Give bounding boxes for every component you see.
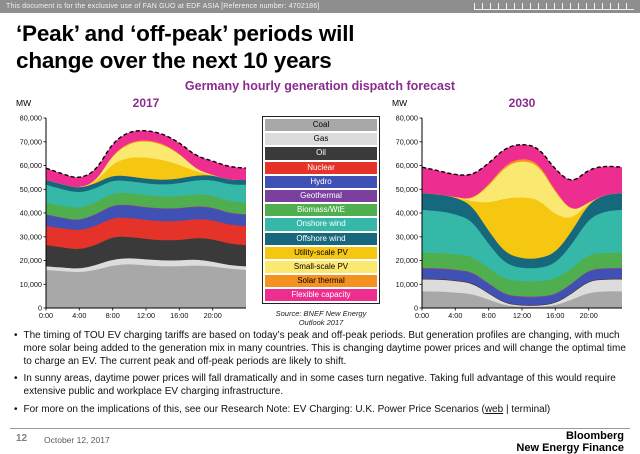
- charts-row: MW 2017 0 10,000 20,000 30,000 40,000 50,000 6…: [0, 96, 640, 332]
- svg-text:70,000: 70,000: [396, 137, 418, 146]
- svg-text:4:00: 4:00: [72, 311, 86, 320]
- y-axis-unit-label: MW: [392, 98, 408, 108]
- svg-text:50,000: 50,000: [396, 185, 418, 194]
- bullet-item: • For more on the implications of this, …: [14, 404, 626, 417]
- legend-item-utility-scale-pv: Utility-scale PV: [265, 246, 377, 259]
- legend-item-solar-thermal: Solar thermal: [265, 275, 377, 288]
- y-axis-unit-label: MW: [16, 98, 32, 108]
- page-title: ‘Peak’ and ‘off-peak’ periods will change…: [16, 21, 355, 74]
- svg-text:10,000: 10,000: [396, 280, 418, 289]
- svg-text:60,000: 60,000: [20, 161, 42, 170]
- bullet-marker: •: [14, 403, 18, 415]
- legend-item-biomass-wte: Biomass/WtE: [265, 204, 377, 217]
- chart-2017-header: MW 2017: [8, 96, 256, 112]
- ruler-marks-icon: [474, 3, 634, 10]
- exclusive-use-notice: This document is for the exclusive use o…: [6, 3, 320, 10]
- bullet-text-3-separator: |: [503, 403, 512, 415]
- svg-text:80,000: 80,000: [396, 114, 418, 123]
- svg-text:40,000: 40,000: [396, 209, 418, 218]
- svg-text:20:00: 20:00: [204, 311, 222, 320]
- brand-line1: Bloomberg: [565, 430, 624, 442]
- svg-text:20,000: 20,000: [20, 256, 42, 265]
- legend-item-hydro: Hydro: [265, 175, 377, 188]
- legend-item-small-scale-pv: Small-scale PV: [265, 260, 377, 274]
- bullet-marker: •: [14, 373, 18, 385]
- svg-text:8:00: 8:00: [482, 311, 496, 320]
- page-title-line1: ‘Peak’ and ‘off-peak’ periods will: [16, 21, 355, 46]
- svg-text:50,000: 50,000: [20, 185, 42, 194]
- svg-text:4:00: 4:00: [448, 311, 462, 320]
- svg-text:12:00: 12:00: [137, 311, 155, 320]
- bullet-text-1: The timing of TOU EV charging tariffs ar…: [23, 330, 626, 367]
- svg-text:20,000: 20,000: [396, 256, 418, 265]
- page-number: 12: [16, 433, 28, 444]
- document-notice-bar: This document is for the exclusive use o…: [0, 0, 640, 13]
- legend-item-oil: Oil: [265, 147, 377, 160]
- brand-line2: New Energy Finance: [516, 441, 624, 454]
- svg-text:0: 0: [414, 304, 418, 313]
- brand-logo: Bloomberg New Energy Finance: [516, 430, 624, 454]
- svg-text:60,000: 60,000: [396, 161, 418, 170]
- bullet-text-3-suffix: ): [546, 403, 551, 415]
- bullet-text-3: For more on the implications of this, se…: [24, 404, 551, 417]
- svg-text:70,000: 70,000: [20, 137, 42, 146]
- svg-text:0:00: 0:00: [415, 311, 429, 320]
- chart-legend: Coal Gas Oil Nuclear Hydro Geothermal Biomass/…: [262, 116, 380, 305]
- footer-date: October 12, 2017: [44, 434, 110, 445]
- svg-text:40,000: 40,000: [20, 209, 42, 218]
- svg-text:0: 0: [38, 304, 42, 313]
- generation-dispatch-chart-2030: 0 10,000 20,000 30,000 40,000 50,000 60,000 70,…: [396, 114, 623, 320]
- chart-2017: MW 2017 0 10,000 20,000 30,000 40,000 50,000 6…: [8, 96, 256, 330]
- bullet-list: • The timing of TOU EV charging tariffs …: [14, 330, 626, 422]
- source-note: Source: BNEF New Energy Outlook 2017: [275, 309, 367, 328]
- svg-text:12:00: 12:00: [513, 311, 531, 320]
- svg-text:0:00: 0:00: [39, 311, 53, 320]
- svg-text:30,000: 30,000: [20, 232, 42, 241]
- legend-item-gas: Gas: [265, 133, 377, 146]
- web-link[interactable]: web: [484, 403, 504, 415]
- bullet-text-3-prefix: For more on the implications of this, se…: [23, 403, 485, 415]
- page-title-line2: change over the next 10 years: [16, 47, 332, 73]
- bullet-text-2: In sunny areas, daytime power prices wil…: [23, 373, 616, 398]
- svg-text:80,000: 80,000: [20, 114, 42, 123]
- bullet-item: • The timing of TOU EV charging tariffs …: [14, 330, 626, 368]
- chart-year-label-2030: 2030: [508, 96, 536, 110]
- svg-text:16:00: 16:00: [546, 311, 564, 320]
- svg-text:20:00: 20:00: [580, 311, 598, 320]
- svg-text:16:00: 16:00: [170, 311, 188, 320]
- svg-text:30,000: 30,000: [396, 232, 418, 241]
- svg-text:8:00: 8:00: [106, 311, 120, 320]
- bullet-marker: •: [14, 330, 18, 341]
- legend-item-onshore-wind: Onshore wind: [265, 218, 377, 231]
- bullet-item: • In sunny areas, daytime power prices w…: [14, 373, 626, 399]
- legend-column: Coal Gas Oil Nuclear Hydro Geothermal Biomass/…: [262, 96, 380, 327]
- footer-divider: [10, 428, 630, 429]
- chart-2030-header: MW 2030: [384, 96, 632, 112]
- legend-item-flexible-capacity: Flexible capacity: [265, 289, 377, 302]
- svg-text:10,000: 10,000: [20, 280, 42, 289]
- chart-subtitle: Germany hourly generation dispatch forec…: [184, 79, 456, 93]
- legend-item-geothermal: Geothermal: [265, 189, 377, 203]
- chart-year-label-2017: 2017: [132, 96, 160, 110]
- legend-item-coal: Coal: [265, 119, 377, 132]
- legend-item-offshore-wind: Offshore wind: [265, 232, 377, 245]
- legend-item-nuclear: Nuclear: [265, 161, 377, 174]
- chart-2030: MW 2030 0 10,000 20,000 30,000 40,000 50,000 6…: [384, 96, 632, 330]
- generation-dispatch-chart-2017: 0 10,000 20,000 30,000 40,000 50,000 60,000 70,…: [20, 114, 247, 320]
- terminal-link: terminal: [511, 403, 547, 415]
